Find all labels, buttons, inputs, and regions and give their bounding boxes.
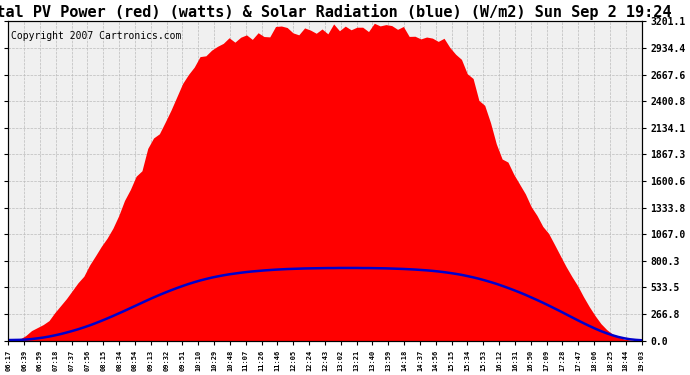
- Title: Total PV Power (red) (watts) & Solar Radiation (blue) (W/m2) Sun Sep 2 19:24: Total PV Power (red) (watts) & Solar Rad…: [0, 4, 671, 20]
- Text: Copyright 2007 Cartronics.com: Copyright 2007 Cartronics.com: [12, 31, 182, 41]
